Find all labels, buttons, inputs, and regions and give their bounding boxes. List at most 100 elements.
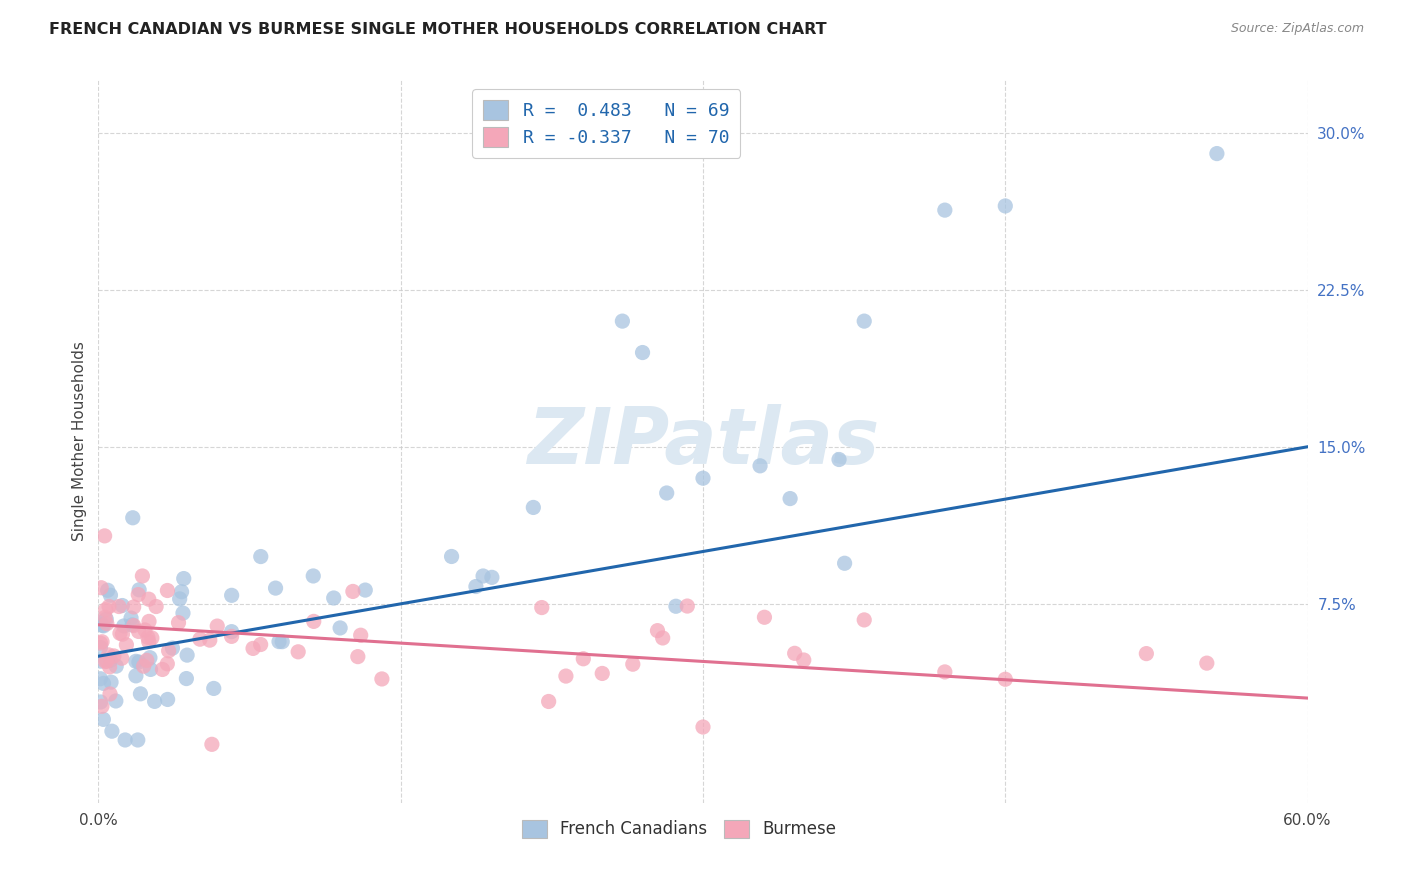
Point xyxy=(90,695,112,709)
Point xyxy=(170,584,193,599)
Point xyxy=(101,724,124,739)
Text: FRENCH CANADIAN VS BURMESE SINGLE MOTHER HOUSEHOLDS CORRELATION CHART: FRENCH CANADIAN VS BURMESE SINGLE MOTHER… xyxy=(49,22,827,37)
Point xyxy=(98,660,121,674)
Point xyxy=(100,588,122,602)
Point xyxy=(121,618,143,632)
Point xyxy=(94,610,117,624)
Point xyxy=(125,654,148,668)
Point xyxy=(176,648,198,662)
Point xyxy=(89,672,111,686)
Point xyxy=(221,624,243,639)
Point xyxy=(287,645,309,659)
Point xyxy=(612,314,634,328)
Point xyxy=(93,712,115,726)
Point xyxy=(100,653,122,667)
Point xyxy=(97,648,120,662)
Point xyxy=(631,345,654,359)
Point xyxy=(108,626,131,640)
Point xyxy=(89,636,111,650)
Point xyxy=(96,654,118,668)
Point xyxy=(779,491,801,506)
Point xyxy=(134,623,156,637)
Point xyxy=(90,654,112,668)
Point xyxy=(1206,146,1229,161)
Text: Source: ZipAtlas.com: Source: ZipAtlas.com xyxy=(1230,22,1364,36)
Point xyxy=(169,591,191,606)
Point xyxy=(100,675,122,690)
Point xyxy=(90,581,112,595)
Point xyxy=(647,624,669,638)
Point xyxy=(104,694,127,708)
Point xyxy=(136,631,159,645)
Point xyxy=(115,638,138,652)
Point xyxy=(853,314,876,328)
Point xyxy=(350,628,373,642)
Point xyxy=(267,634,290,648)
Point xyxy=(112,619,135,633)
Point xyxy=(127,588,149,602)
Point xyxy=(156,692,179,706)
Point xyxy=(207,619,229,633)
Point xyxy=(591,666,613,681)
Point xyxy=(93,529,115,543)
Point xyxy=(572,652,595,666)
Point xyxy=(121,510,143,524)
Point xyxy=(994,672,1017,686)
Point xyxy=(692,471,714,485)
Point xyxy=(120,611,142,625)
Point xyxy=(354,583,377,598)
Point xyxy=(91,618,114,632)
Point xyxy=(853,613,876,627)
Point xyxy=(127,733,149,747)
Point xyxy=(111,651,134,665)
Point xyxy=(97,583,120,598)
Point xyxy=(129,687,152,701)
Point xyxy=(143,694,166,708)
Point xyxy=(1195,656,1218,670)
Point xyxy=(125,669,148,683)
Point xyxy=(188,632,211,647)
Point xyxy=(98,687,121,701)
Text: ZIPatlas: ZIPatlas xyxy=(527,403,879,480)
Point xyxy=(530,600,553,615)
Point xyxy=(96,612,118,626)
Point xyxy=(481,570,503,584)
Point xyxy=(90,699,112,714)
Point xyxy=(96,616,118,631)
Point xyxy=(176,672,198,686)
Y-axis label: Single Mother Households: Single Mother Households xyxy=(72,342,87,541)
Point xyxy=(676,599,699,613)
Point xyxy=(264,581,287,595)
Point xyxy=(141,631,163,645)
Point xyxy=(1135,647,1157,661)
Point xyxy=(440,549,463,564)
Point xyxy=(793,653,815,667)
Point xyxy=(537,694,560,708)
Point xyxy=(139,662,162,676)
Point xyxy=(198,633,221,648)
Point xyxy=(111,627,134,641)
Point xyxy=(94,655,117,669)
Point xyxy=(138,592,160,607)
Point xyxy=(329,621,352,635)
Point xyxy=(128,582,150,597)
Point xyxy=(464,580,486,594)
Point xyxy=(202,681,225,696)
Point xyxy=(145,599,167,614)
Point xyxy=(91,634,114,648)
Point xyxy=(103,648,125,663)
Point xyxy=(89,615,111,629)
Point xyxy=(692,720,714,734)
Point xyxy=(138,615,160,629)
Point xyxy=(302,615,325,629)
Point xyxy=(173,572,195,586)
Point xyxy=(342,584,364,599)
Point xyxy=(157,644,180,658)
Point xyxy=(93,676,115,690)
Point xyxy=(522,500,544,515)
Legend: French Canadians, Burmese: French Canadians, Burmese xyxy=(515,813,842,845)
Point xyxy=(201,737,224,751)
Point xyxy=(108,599,131,614)
Point xyxy=(135,653,157,667)
Point xyxy=(98,599,121,614)
